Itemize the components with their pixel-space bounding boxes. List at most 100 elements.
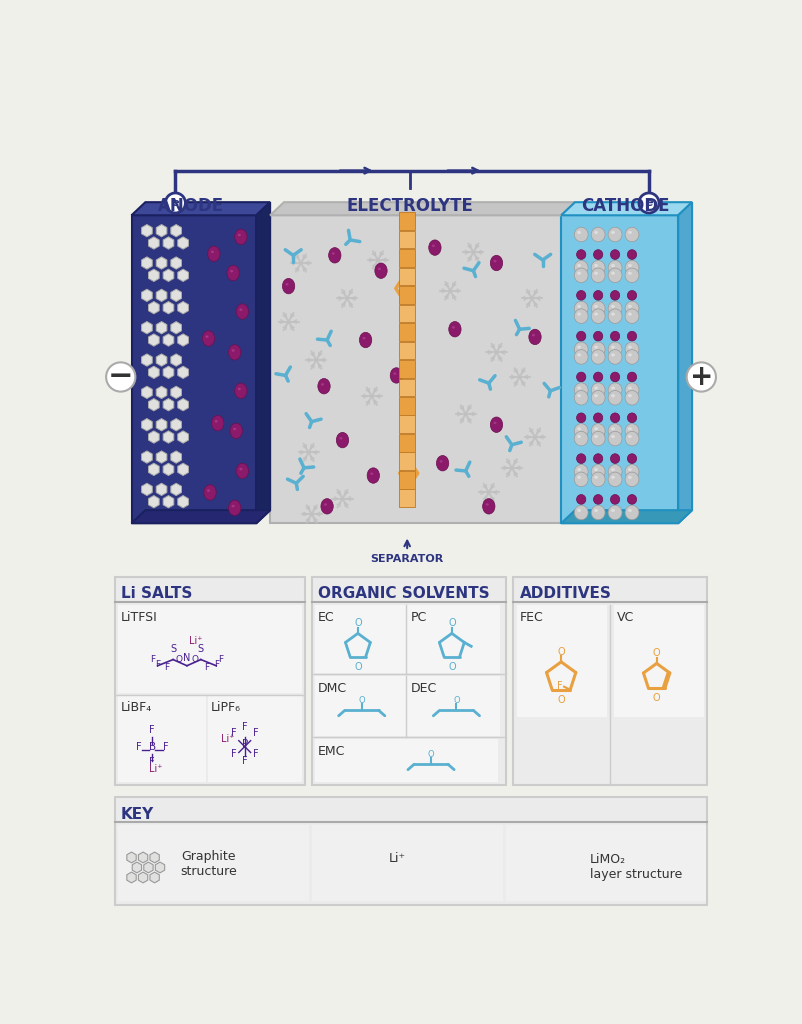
Ellipse shape (574, 465, 588, 479)
Ellipse shape (577, 312, 581, 315)
Polygon shape (144, 862, 153, 872)
FancyBboxPatch shape (399, 360, 415, 378)
Ellipse shape (565, 874, 577, 887)
Ellipse shape (574, 301, 588, 315)
Ellipse shape (493, 422, 496, 424)
Polygon shape (150, 852, 160, 863)
Polygon shape (178, 463, 188, 475)
Ellipse shape (339, 437, 342, 439)
Polygon shape (142, 419, 152, 431)
Polygon shape (132, 202, 270, 215)
Text: F: F (164, 664, 169, 673)
Ellipse shape (591, 424, 605, 438)
Text: e: e (172, 198, 179, 208)
Ellipse shape (512, 853, 516, 855)
Ellipse shape (591, 301, 605, 315)
Polygon shape (163, 367, 174, 379)
FancyBboxPatch shape (312, 825, 503, 900)
Ellipse shape (608, 505, 622, 520)
Text: Li⁺: Li⁺ (389, 853, 406, 865)
Text: +: + (690, 362, 713, 391)
Text: O: O (653, 693, 661, 703)
FancyBboxPatch shape (314, 605, 406, 673)
Ellipse shape (577, 372, 585, 382)
Text: DEC: DEC (411, 682, 436, 695)
Polygon shape (156, 419, 167, 431)
Ellipse shape (227, 265, 239, 281)
Ellipse shape (568, 853, 571, 855)
Ellipse shape (574, 268, 588, 283)
Ellipse shape (518, 864, 527, 873)
FancyBboxPatch shape (399, 471, 415, 488)
Text: EMC: EMC (318, 745, 345, 758)
Polygon shape (142, 289, 152, 301)
Text: VC: VC (617, 611, 634, 624)
Ellipse shape (611, 394, 615, 397)
Ellipse shape (235, 229, 247, 245)
Ellipse shape (593, 454, 603, 464)
Text: F: F (231, 728, 237, 738)
Text: O: O (453, 696, 460, 705)
Ellipse shape (628, 468, 632, 471)
Ellipse shape (591, 268, 605, 283)
Ellipse shape (340, 847, 360, 871)
Text: F: F (253, 750, 258, 760)
Ellipse shape (540, 853, 543, 855)
Ellipse shape (577, 495, 585, 504)
Text: F: F (164, 742, 169, 753)
Polygon shape (156, 224, 167, 237)
FancyBboxPatch shape (399, 212, 415, 230)
Ellipse shape (577, 413, 585, 423)
Text: F: F (149, 757, 155, 767)
Polygon shape (171, 386, 181, 398)
Circle shape (165, 193, 185, 213)
Ellipse shape (490, 255, 503, 270)
Text: CATHODE: CATHODE (581, 197, 670, 215)
Ellipse shape (628, 386, 632, 389)
Polygon shape (139, 852, 148, 863)
Polygon shape (148, 398, 159, 411)
Text: Li⁺: Li⁺ (149, 764, 163, 774)
Ellipse shape (625, 431, 639, 445)
FancyBboxPatch shape (399, 434, 415, 452)
Ellipse shape (232, 349, 235, 351)
Ellipse shape (611, 312, 615, 315)
Ellipse shape (594, 476, 598, 479)
FancyBboxPatch shape (399, 304, 415, 323)
Polygon shape (178, 398, 188, 411)
Polygon shape (171, 289, 181, 301)
Ellipse shape (591, 260, 605, 274)
Text: S: S (198, 644, 204, 654)
Ellipse shape (627, 332, 637, 341)
Polygon shape (171, 257, 181, 269)
FancyBboxPatch shape (399, 342, 415, 359)
FancyBboxPatch shape (314, 739, 498, 782)
Ellipse shape (594, 264, 598, 267)
Ellipse shape (577, 250, 585, 259)
Text: F: F (155, 660, 160, 670)
Ellipse shape (540, 878, 543, 880)
Polygon shape (163, 269, 174, 282)
Ellipse shape (594, 230, 598, 234)
Ellipse shape (551, 850, 564, 862)
Text: Graphite
structure: Graphite structure (180, 850, 237, 879)
Polygon shape (156, 451, 167, 463)
Polygon shape (163, 496, 174, 508)
Ellipse shape (625, 301, 639, 315)
FancyBboxPatch shape (314, 676, 406, 736)
Polygon shape (148, 301, 159, 313)
Text: LiMO₂
layer structure: LiMO₂ layer structure (589, 853, 682, 881)
Text: O: O (354, 618, 362, 629)
Ellipse shape (591, 431, 605, 445)
Ellipse shape (345, 854, 350, 858)
Polygon shape (142, 224, 152, 237)
Ellipse shape (627, 454, 637, 464)
Polygon shape (142, 354, 152, 367)
Ellipse shape (336, 432, 349, 447)
Ellipse shape (532, 334, 535, 336)
Ellipse shape (577, 353, 581, 356)
Ellipse shape (591, 472, 605, 486)
Ellipse shape (610, 454, 620, 464)
Polygon shape (148, 431, 159, 443)
Ellipse shape (608, 424, 622, 438)
